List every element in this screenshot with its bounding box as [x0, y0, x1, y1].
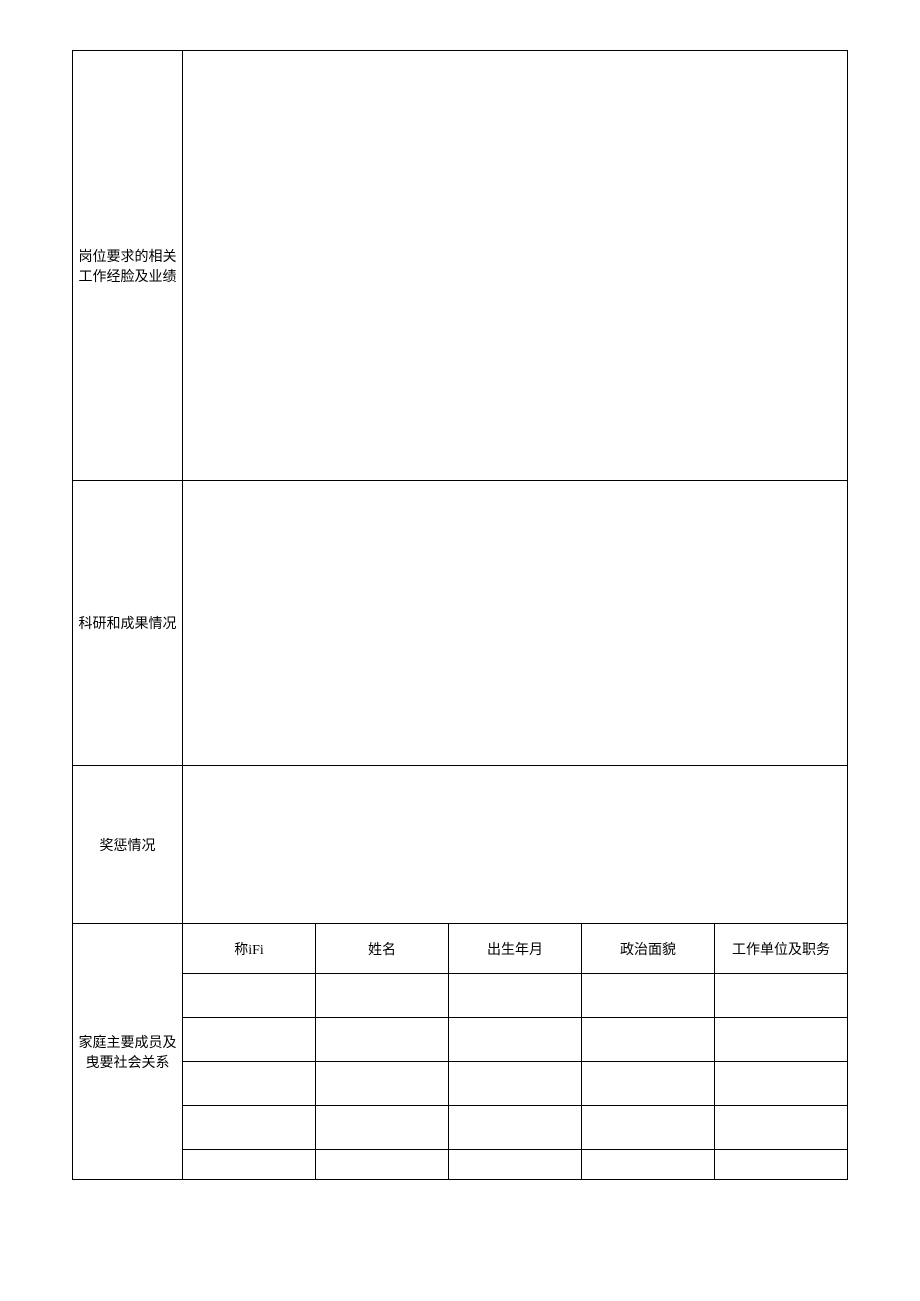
work-experience-row: 岗位要求的相关工作经脸及业绩	[73, 51, 848, 481]
family-cell-relation	[183, 974, 316, 1018]
table-row	[73, 1018, 848, 1062]
family-cell-work	[715, 1106, 848, 1150]
table-row	[73, 1106, 848, 1150]
family-cell-relation	[183, 1018, 316, 1062]
rewards-label: 奖惩情况	[73, 766, 183, 924]
table-row	[73, 974, 848, 1018]
family-cell-work	[715, 1150, 848, 1180]
research-content	[183, 481, 848, 766]
family-cell-name	[316, 1062, 449, 1106]
family-cell-political	[582, 1106, 715, 1150]
family-header-work: 工作单位及职务	[715, 924, 848, 974]
family-header-birth: 出生年月	[449, 924, 582, 974]
family-cell-work	[715, 1018, 848, 1062]
research-label: 科研和成果情况	[73, 481, 183, 766]
family-cell-birth	[449, 1150, 582, 1180]
family-cell-name	[316, 1150, 449, 1180]
work-experience-label: 岗位要求的相关工作经脸及业绩	[73, 51, 183, 481]
rewards-row: 奖惩情况	[73, 766, 848, 924]
family-cell-name	[316, 974, 449, 1018]
family-cell-relation	[183, 1106, 316, 1150]
family-header-political: 政治面貌	[582, 924, 715, 974]
rewards-content	[183, 766, 848, 924]
work-experience-content	[183, 51, 848, 481]
family-cell-name	[316, 1106, 449, 1150]
family-cell-relation	[183, 1150, 316, 1180]
family-cell-birth	[449, 1106, 582, 1150]
family-header-relation: 称iFi	[183, 924, 316, 974]
family-cell-political	[582, 974, 715, 1018]
form-table: 岗位要求的相关工作经脸及业绩 科研和成果情况 奖惩情况 家庭主要成员及曳要社会关…	[72, 50, 848, 1180]
family-label: 家庭主要成员及曳要社会关系	[73, 924, 183, 1180]
table-row	[73, 1150, 848, 1180]
table-row	[73, 1062, 848, 1106]
family-cell-work	[715, 974, 848, 1018]
family-cell-political	[582, 1062, 715, 1106]
document-page: 岗位要求的相关工作经脸及业绩 科研和成果情况 奖惩情况 家庭主要成员及曳要社会关…	[0, 0, 920, 1230]
family-cell-relation	[183, 1062, 316, 1106]
family-header-row: 家庭主要成员及曳要社会关系 称iFi 姓名 出生年月 政治面貌 工作单位及职务	[73, 924, 848, 974]
family-cell-birth	[449, 1062, 582, 1106]
family-cell-political	[582, 1018, 715, 1062]
family-cell-political	[582, 1150, 715, 1180]
family-cell-birth	[449, 1018, 582, 1062]
family-cell-name	[316, 1018, 449, 1062]
family-cell-work	[715, 1062, 848, 1106]
family-cell-birth	[449, 974, 582, 1018]
research-row: 科研和成果情况	[73, 481, 848, 766]
family-header-name: 姓名	[316, 924, 449, 974]
